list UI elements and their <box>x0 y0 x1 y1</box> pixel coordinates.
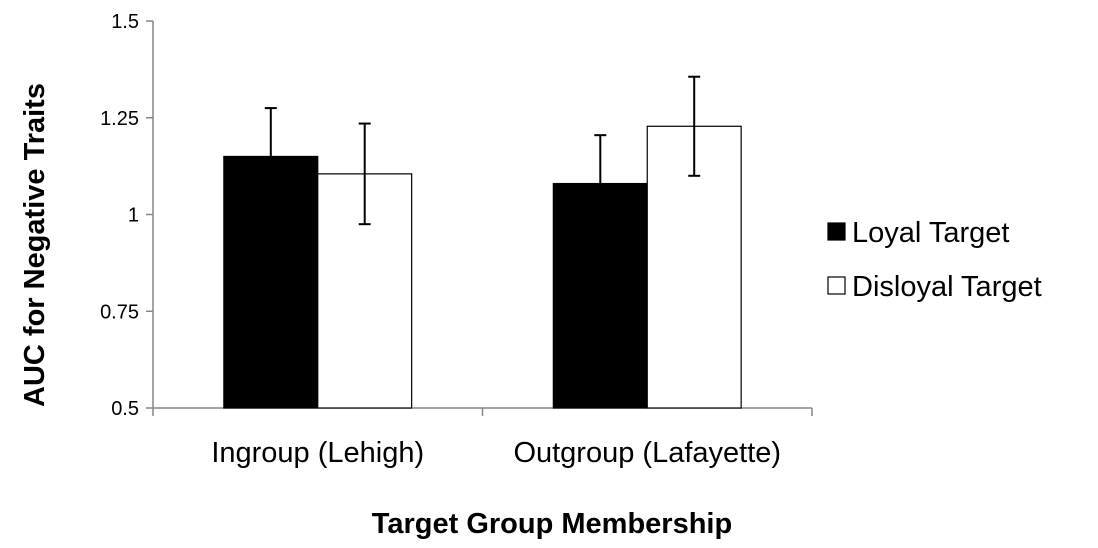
legend-swatch <box>827 276 846 295</box>
bar-disloyal-0 <box>317 173 413 409</box>
y-tick-label: 1.5 <box>111 11 139 33</box>
x-axis-title: Target Group Membership <box>372 508 732 540</box>
category-label: Outgroup (Lafayette) <box>513 437 781 469</box>
legend-label: Loyal Target <box>852 217 1009 249</box>
legend: Loyal Target Disloyal Target <box>827 217 1042 303</box>
y-axis-title: AUC for Negative Traits <box>19 83 51 407</box>
y-tick-label: 0.75 <box>100 301 139 323</box>
bars <box>223 125 742 409</box>
category-label: Ingroup (Lehigh) <box>211 437 424 469</box>
error-bars <box>264 75 701 233</box>
legend-label: Disloyal Target <box>852 271 1042 303</box>
category-labels: Ingroup (Lehigh) Outgroup (Lafayette) <box>211 437 781 469</box>
x-ticks <box>152 408 813 416</box>
y-tick-label: 1.25 <box>100 108 139 130</box>
y-tick-label: 0.5 <box>111 398 139 420</box>
y-ticks: 0.5 0.75 1 1.25 1.5 <box>100 11 153 420</box>
legend-swatch <box>827 222 846 241</box>
y-tick-label: 1 <box>128 205 139 227</box>
